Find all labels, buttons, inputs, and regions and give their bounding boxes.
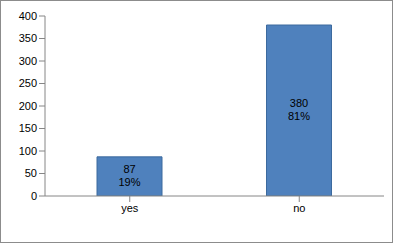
svg-text:8719%: 8719% [118, 163, 140, 188]
svg-text:100: 100 [19, 145, 37, 157]
svg-text:400: 400 [19, 10, 37, 22]
svg-text:38081%: 38081% [288, 97, 310, 122]
svg-text:0: 0 [31, 190, 37, 202]
svg-text:200: 200 [19, 100, 37, 112]
svg-text:50: 50 [25, 167, 37, 179]
svg-text:300: 300 [19, 55, 37, 67]
svg-text:no: no [293, 202, 305, 214]
svg-text:150: 150 [19, 122, 37, 134]
svg-text:yes: yes [121, 202, 139, 214]
svg-text:250: 250 [19, 77, 37, 89]
svg-text:350: 350 [19, 32, 37, 44]
